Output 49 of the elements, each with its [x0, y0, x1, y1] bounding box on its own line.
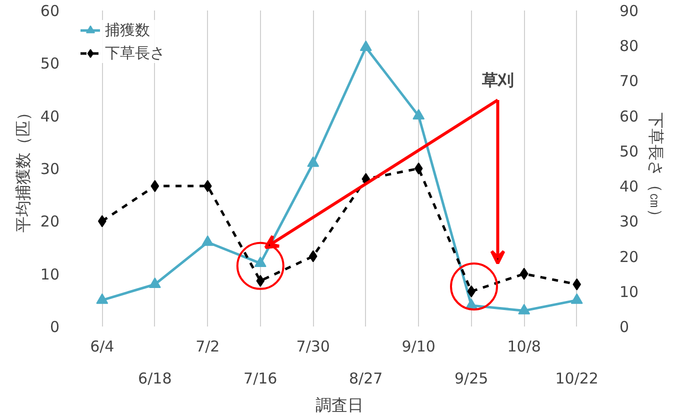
- y-tick-label: 60: [40, 2, 60, 20]
- point: [360, 40, 372, 52]
- y2-tick-label: 30: [620, 212, 639, 231]
- y-tick-label: 40: [40, 107, 60, 126]
- x-tick-label: 10/8: [507, 338, 541, 356]
- point: [570, 293, 583, 304]
- point: [414, 162, 423, 174]
- y2-tick-label: 10: [620, 282, 639, 301]
- point: [203, 180, 212, 192]
- y-tick-label: 20: [40, 212, 60, 231]
- point: [150, 180, 160, 192]
- x-tick-label: 9/10: [402, 338, 436, 356]
- y2-tick-label: 90: [620, 2, 639, 20]
- y2-tick-label: 50: [620, 142, 639, 160]
- y2-tick-label: 20: [620, 248, 639, 266]
- y-tick-label: 0: [50, 318, 60, 336]
- x-tick-label: 8/27: [349, 370, 383, 388]
- y2-tick-label: 60: [620, 107, 639, 126]
- legend-label: 下草長さ: [105, 44, 165, 62]
- y2-tick-label: 70: [620, 72, 639, 90]
- y-tick-label: 10: [40, 265, 60, 284]
- x-tick-label: 6/4: [90, 338, 114, 356]
- point: [518, 304, 530, 314]
- point: [98, 215, 106, 228]
- point: [412, 108, 425, 120]
- y-tick-label: 30: [40, 160, 60, 178]
- point: [202, 235, 214, 246]
- x-tick-label: 9/25: [454, 370, 488, 388]
- y-axis-title: 平均捕獲数（匹）: [13, 104, 32, 232]
- legend-label: 捕獲数: [105, 20, 150, 40]
- y2-axis-title: 下草長さ（㎝）: [646, 112, 666, 224]
- y-tick-label: 50: [40, 54, 60, 73]
- x-axis-title: 調査日: [316, 396, 364, 414]
- x-tick-label: 7/2: [196, 338, 220, 356]
- point: [256, 274, 265, 287]
- point: [307, 156, 320, 167]
- annotation: 草刈: [480, 70, 514, 90]
- x-tick-label: 6/18: [138, 370, 172, 388]
- point: [520, 268, 528, 280]
- x-tick-label: 10/22: [555, 370, 598, 388]
- point: [96, 293, 108, 304]
- x-tick-label: 7/16: [244, 370, 278, 388]
- point: [572, 278, 582, 290]
- y2-tick-label: 40: [620, 178, 639, 196]
- y2-tick-label: 0: [620, 318, 630, 336]
- x-tick-label: 7/30: [296, 338, 330, 356]
- point: [308, 250, 318, 262]
- y2-tick-label: 80: [620, 37, 639, 56]
- point: [148, 278, 161, 288]
